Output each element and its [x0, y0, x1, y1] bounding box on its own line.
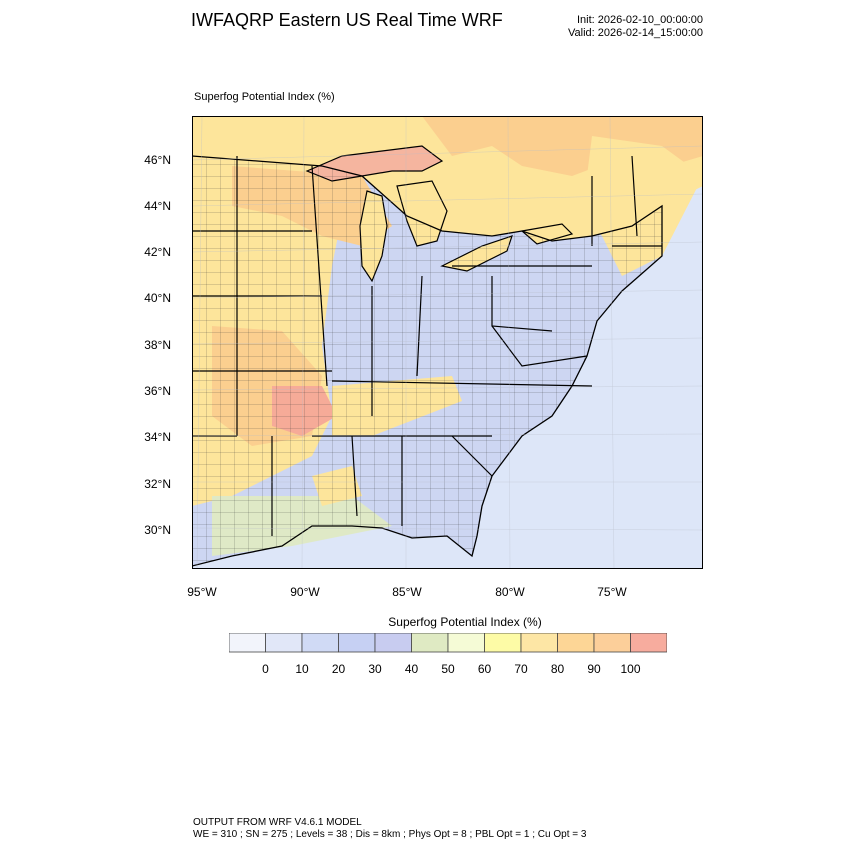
- colorbar-label: 40: [404, 662, 419, 676]
- map-panel: [192, 116, 703, 569]
- lat-label-30: 30°N: [144, 523, 171, 537]
- colorbar-label: 0: [262, 662, 269, 676]
- colorbar-swatch: [229, 633, 266, 653]
- colorbar-swatch: [484, 633, 522, 653]
- colorbar-swatch: [338, 633, 376, 653]
- colorbar-swatch: [557, 633, 595, 653]
- colorbar-swatch: [447, 633, 485, 653]
- lon-label-75: 75°W: [597, 585, 627, 599]
- colorbar-label: 50: [441, 662, 455, 676]
- lat-label-38: 38°N: [144, 338, 171, 352]
- lat-label-44: 44°N: [144, 199, 171, 213]
- lat-label-36: 36°N: [144, 384, 171, 398]
- lon-label-80: 80°W: [495, 585, 525, 599]
- lon-label-90: 90°W: [290, 585, 320, 599]
- colorbar-swatch: [520, 633, 558, 653]
- colorbar-swatch: [265, 633, 303, 653]
- map-field-title: Superfog Potential Index (%): [194, 91, 335, 103]
- colorbar-swatch: [593, 633, 631, 653]
- colorbar-swatch: [374, 633, 412, 653]
- lon-label-95: 95°W: [187, 585, 217, 599]
- lat-label-40: 40°N: [144, 291, 171, 305]
- state-boundaries: [192, 155, 662, 536]
- colorbar-label: 100: [620, 662, 641, 676]
- colorbar-swatch: [411, 633, 449, 653]
- lat-label-34: 34°N: [144, 430, 171, 444]
- lon-label-85: 85°W: [392, 585, 422, 599]
- colorbar-label: 10: [295, 662, 309, 676]
- colorbar-swatch: [630, 633, 667, 653]
- colorbar-swatch: [301, 633, 339, 653]
- graticule: [192, 116, 703, 569]
- colorbar-label: 80: [550, 662, 565, 676]
- colorbar-label: 70: [514, 662, 528, 676]
- colorbar-label: 20: [331, 662, 346, 676]
- footer-config: WE = 310 ; SN = 275 ; Levels = 38 ; Dis …: [193, 829, 587, 840]
- lat-label-32: 32°N: [144, 477, 171, 491]
- plot-title: IWFAQRP Eastern US Real Time WRF: [191, 10, 503, 30]
- lat-label-42: 42°N: [144, 245, 171, 259]
- colorbar-label: 60: [477, 662, 492, 676]
- colorbar-title: Superfog Potential Index (%): [388, 615, 542, 629]
- footer-model: OUTPUT FROM WRF V4.6.1 MODEL: [193, 817, 362, 828]
- colorbar: [229, 633, 667, 653]
- valid-time: Valid: 2026-02-14_15:00:00: [568, 27, 703, 39]
- colorbar-label: 30: [368, 662, 382, 676]
- colorbar-label: 90: [587, 662, 601, 676]
- lat-label-46: 46°N: [144, 153, 171, 167]
- init-time: Init: 2026-02-10_00:00:00: [577, 14, 703, 26]
